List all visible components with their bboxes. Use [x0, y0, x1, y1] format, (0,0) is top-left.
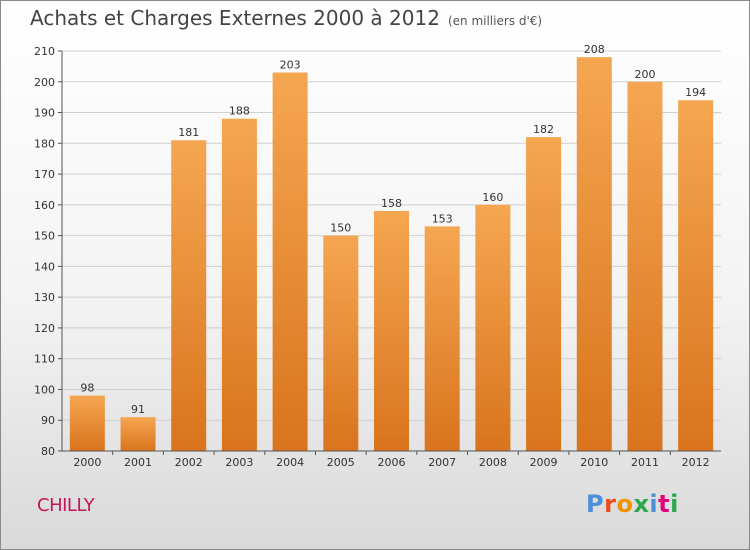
- bar-2010: [576, 57, 612, 452]
- bar-2005: [323, 235, 359, 451]
- data-label-2008: 160: [482, 191, 503, 204]
- y-tick-label: 180: [34, 137, 55, 150]
- bar-2003: [221, 118, 257, 451]
- x-tick-label-2002: 2002: [175, 456, 203, 469]
- y-tick-label: 170: [34, 168, 55, 181]
- bar-2001: [120, 417, 156, 451]
- proxiti-logo: Proxiti: [586, 490, 679, 518]
- x-tick-label-2011: 2011: [631, 456, 659, 469]
- y-tick-label: 110: [34, 353, 55, 366]
- x-tick-label-2004: 2004: [276, 456, 304, 469]
- logo-letter: o: [616, 490, 634, 518]
- x-tick-label-2012: 2012: [682, 456, 710, 469]
- data-label-2004: 203: [280, 59, 301, 72]
- data-label-2000: 98: [80, 382, 94, 395]
- y-tick-label: 90: [41, 414, 55, 427]
- x-tick-label-2006: 2006: [378, 456, 406, 469]
- bar-2004: [272, 72, 308, 452]
- y-tick-label: 190: [34, 107, 55, 120]
- x-tick-label-2007: 2007: [428, 456, 456, 469]
- logo-letter: i: [649, 490, 659, 518]
- x-tick-label-2010: 2010: [580, 456, 608, 469]
- y-tick-label: 130: [34, 291, 55, 304]
- y-tick-label: 100: [34, 383, 55, 396]
- bar-2008: [475, 204, 511, 451]
- data-label-2001: 91: [131, 403, 145, 416]
- logo-letter: r: [604, 490, 617, 518]
- chart-subtitle: (en milliers d'€): [447, 14, 543, 28]
- bar-2012: [678, 100, 714, 451]
- data-label-2003: 188: [229, 105, 250, 118]
- y-axis: 80 90 100 110 120 130 140 150 160 170 180 190 200 210: [34, 45, 63, 458]
- y-tick-label: 80: [41, 445, 55, 458]
- y-tick-label: 150: [34, 230, 55, 243]
- y-tick-label: 210: [34, 45, 55, 58]
- data-label-2006: 158: [381, 197, 402, 210]
- x-tick-label-2005: 2005: [327, 456, 355, 469]
- chart-title-text: Achats et Charges Externes 2000 à 2012: [30, 6, 440, 30]
- data-label-2007: 153: [432, 212, 453, 225]
- bar-2006: [374, 211, 409, 451]
- x-axis: 2000 2001 2002 2003 2004 2005 2006 2007 2008 2009…: [62, 450, 721, 469]
- data-label-2012: 194: [685, 86, 706, 99]
- data-label-2011: 200: [634, 68, 655, 81]
- bar-2011: [627, 81, 663, 452]
- bar-2002: [171, 140, 207, 451]
- bar-2009: [526, 137, 562, 451]
- logo-letter: P: [586, 490, 605, 518]
- y-tick-label: 160: [34, 199, 55, 212]
- location-label: CHILLY: [37, 495, 95, 516]
- logo-letter: i: [670, 490, 679, 518]
- x-tick-label-2009: 2009: [530, 456, 558, 469]
- x-tick-label-2003: 2003: [225, 456, 253, 469]
- y-tick-label: 120: [34, 322, 55, 335]
- data-label-2010: 208: [584, 43, 605, 56]
- bar-2000: [69, 395, 105, 451]
- y-tick-label: 140: [34, 260, 55, 273]
- data-label-2009: 182: [533, 123, 554, 136]
- data-label-2005: 150: [330, 222, 351, 235]
- x-tick-label-2001: 2001: [124, 456, 152, 469]
- x-tick-label-2000: 2000: [73, 456, 101, 469]
- logo-letter: x: [633, 490, 650, 518]
- chart-title: Achats et Charges Externes 2000 à 2012 (e…: [30, 6, 542, 30]
- x-tick-label-2008: 2008: [479, 456, 507, 469]
- bar-2007: [424, 226, 460, 451]
- y-tick-label: 200: [34, 76, 55, 89]
- data-label-2002: 181: [178, 126, 199, 139]
- bars: 98 91 181 188 203 150 158 153 160 182 208 200 194: [69, 43, 714, 452]
- logo-letter: t: [658, 490, 671, 518]
